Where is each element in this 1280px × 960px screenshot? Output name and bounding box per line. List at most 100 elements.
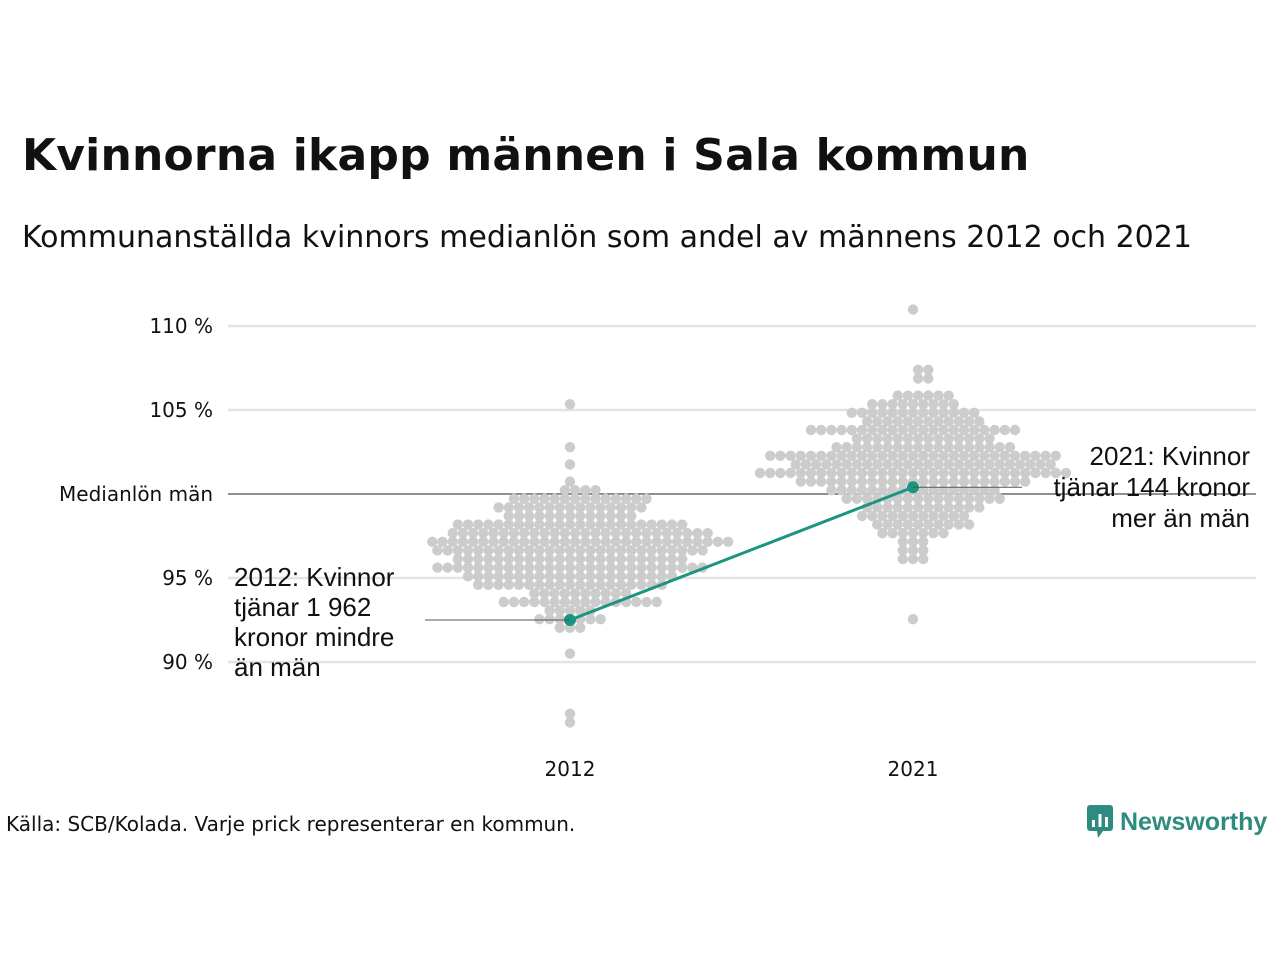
municipality-dot: [605, 519, 616, 530]
chart-title: Kvinnorna ikapp männen i Sala kommun: [22, 130, 1030, 181]
y-tick-label: Medianlön män: [59, 482, 213, 506]
municipality-dot: [595, 614, 606, 625]
municipality-dot: [851, 433, 863, 444]
municipality-dot: [462, 562, 474, 573]
brand-name: Newsworthy: [1120, 807, 1268, 836]
municipality-dot: [626, 510, 637, 522]
municipality-dot: [918, 467, 929, 479]
municipality-dot: [559, 493, 571, 504]
municipality-dot: [529, 588, 540, 599]
municipality-dot: [554, 519, 565, 530]
municipality-dot: [564, 502, 576, 513]
municipality-dot: [867, 424, 878, 436]
municipality-dot: [948, 424, 959, 436]
municipality-dot: [600, 528, 611, 539]
municipality-dot: [826, 450, 837, 461]
municipality-dot: [892, 390, 903, 401]
municipality-dot: [473, 579, 484, 590]
municipality-dot: [984, 459, 995, 470]
municipality-dot: [498, 536, 509, 547]
municipality-dot: [882, 519, 893, 530]
municipality-dot: [432, 562, 443, 573]
municipality-dot: [984, 433, 995, 444]
municipality-dot: [534, 502, 545, 513]
municipality-dot: [969, 424, 980, 436]
municipality-dot: [508, 493, 520, 504]
municipality-dot: [795, 476, 806, 487]
municipality-dot: [473, 519, 484, 530]
municipality-dot: [554, 502, 565, 513]
municipality-dot: [605, 571, 616, 582]
municipality-dot: [605, 510, 616, 522]
municipality-dot: [620, 493, 632, 504]
municipality-dot: [646, 519, 657, 530]
municipality-dot: [544, 545, 555, 556]
municipality-dot: [851, 459, 863, 470]
municipality-dot: [493, 519, 504, 530]
municipality-dot: [933, 519, 944, 530]
municipality-dot: [1014, 459, 1026, 470]
municipality-dot: [636, 562, 647, 573]
municipality-dot: [544, 502, 555, 513]
annotation-2021: 2021: Kvinnor tjänar 144 kronor mer än män: [1053, 441, 1250, 533]
municipality-dot: [559, 596, 571, 608]
municipality-dot: [656, 519, 667, 530]
municipality-dot: [554, 571, 565, 582]
municipality-dot: [923, 390, 934, 401]
municipality-dot: [943, 459, 954, 470]
municipality-dot: [473, 562, 484, 573]
municipality-dot: [564, 605, 576, 616]
municipality-dot: [953, 493, 965, 504]
municipality-dot: [953, 502, 965, 513]
municipality-dot: [856, 510, 868, 522]
municipality-dot: [805, 424, 817, 436]
municipality-dot: [816, 450, 827, 461]
municipality-dot: [478, 528, 489, 539]
municipality-dot: [872, 459, 883, 470]
municipality-dot: [656, 545, 667, 556]
municipality-dot: [585, 571, 596, 582]
municipality-dot: [677, 545, 688, 556]
municipality-dot: [989, 424, 1000, 436]
municipality-dot: [907, 614, 919, 625]
annotation-2012: 2012: Kvinnor tjänar 1 962 kronor mindre än…: [234, 562, 395, 682]
municipality-dot: [912, 433, 924, 444]
municipality-dot: [928, 424, 939, 436]
municipality-dot: [790, 459, 801, 470]
municipality-dot: [902, 493, 914, 504]
municipality-dot: [600, 536, 611, 547]
municipality-dot: [943, 390, 954, 401]
municipality-dot: [513, 510, 525, 522]
municipality-dot: [646, 545, 657, 556]
municipality-dot: [580, 536, 591, 547]
municipality-dot: [600, 588, 611, 599]
municipality-dot: [1009, 424, 1021, 436]
municipality-dot: [754, 467, 766, 479]
municipality-dot: [590, 485, 601, 496]
municipality-dot: [867, 407, 878, 418]
municipality-dot: [1019, 467, 1031, 479]
municipality-dot: [877, 485, 888, 496]
municipality-dot: [882, 442, 893, 453]
municipality-dot: [933, 390, 944, 401]
municipality-dot: [493, 579, 504, 590]
municipality-dot: [661, 528, 673, 539]
municipality-dot: [636, 553, 647, 565]
municipality-dot: [902, 519, 914, 530]
municipality-dot: [979, 467, 990, 479]
municipality-dot: [897, 424, 908, 436]
annotations: 2012: Kvinnor tjänar 1 962 kronor mindre än…: [234, 441, 1250, 682]
municipality-dot: [447, 528, 458, 539]
municipality-dot: [569, 485, 581, 496]
municipality-dot: [518, 528, 530, 539]
municipality-dot: [651, 536, 662, 547]
municipality-dot: [620, 528, 632, 539]
municipality-dot: [575, 553, 586, 565]
municipality-dot: [656, 562, 667, 573]
municipality-dot: [503, 571, 514, 582]
municipality-dot: [513, 579, 525, 590]
municipality-dot: [912, 416, 924, 427]
municipality-dot: [846, 467, 857, 479]
municipality-dot: [867, 485, 878, 496]
